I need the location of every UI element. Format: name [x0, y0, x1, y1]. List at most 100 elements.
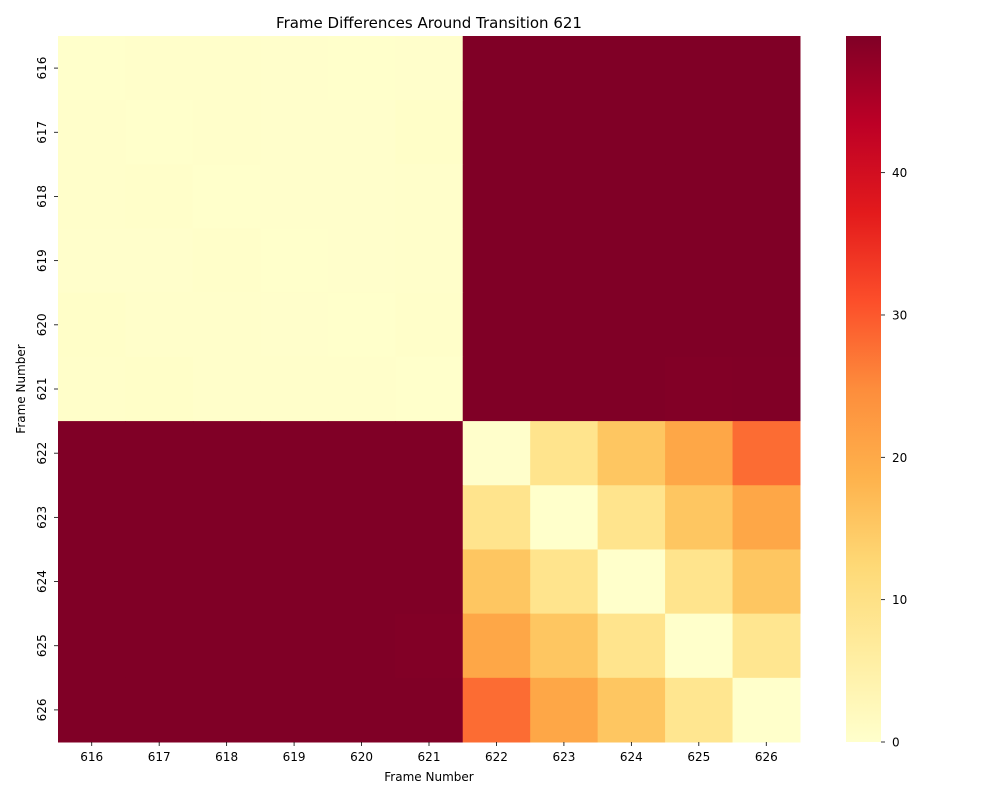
heatmap-cell	[530, 677, 599, 743]
heatmap-cell	[327, 421, 396, 486]
heatmap-cell	[58, 164, 126, 230]
heatmap-cell	[597, 421, 666, 486]
heatmap-cell	[260, 100, 329, 165]
heatmap-cell	[732, 677, 801, 743]
heatmap-cell	[462, 613, 531, 679]
heatmap-cell	[597, 356, 666, 422]
x-axis-label: Frame Number	[384, 770, 473, 784]
heatmap-cell	[58, 36, 126, 101]
y-tick-label: 617	[35, 121, 49, 144]
heatmap-cell	[530, 356, 599, 422]
y-tick-label: 623	[35, 506, 49, 529]
heatmap-cell	[530, 485, 599, 550]
heatmap-cell	[732, 613, 801, 679]
colorbar-tick-label: 10	[892, 593, 907, 607]
heatmap-cell	[732, 421, 801, 486]
heatmap-cell	[597, 228, 666, 294]
y-tick-label: 625	[35, 634, 49, 657]
heatmap-cell	[327, 164, 396, 230]
x-tick-label: 624	[620, 750, 643, 764]
heatmap-cell	[125, 356, 194, 422]
y-tick-label: 621	[35, 378, 49, 401]
heatmap-cell	[395, 292, 464, 358]
heatmap-cell	[125, 677, 194, 743]
heatmap-cell	[530, 36, 599, 101]
heatmap-cell	[260, 36, 329, 101]
y-tick-label: 624	[35, 570, 49, 593]
heatmap-cell	[58, 613, 126, 679]
heatmap-cell	[462, 228, 531, 294]
heatmap-cell	[260, 292, 329, 358]
heatmap-cell	[395, 677, 464, 743]
heatmap-cell	[260, 613, 329, 679]
x-tick-label: 616	[80, 750, 103, 764]
heatmap-cell	[58, 677, 126, 743]
heatmap-cell	[597, 164, 666, 230]
y-tick-label: 619	[35, 249, 49, 272]
heatmap-cell	[462, 36, 531, 101]
heatmap-cell	[327, 228, 396, 294]
heatmap-cell	[665, 228, 734, 294]
heatmap-cell	[665, 292, 734, 358]
heatmap-cell	[260, 485, 329, 550]
y-axis-label: Frame Number	[14, 344, 28, 433]
heatmap-cell	[462, 100, 531, 165]
heatmap-cell	[530, 549, 599, 615]
heatmap-cell	[732, 356, 801, 422]
heatmap-cell	[597, 677, 666, 743]
colorbar-tick-label: 0	[892, 736, 900, 750]
heatmap-cell	[125, 549, 194, 615]
heatmap-cell	[665, 485, 734, 550]
x-tick-label: 622	[485, 750, 508, 764]
heatmap-cell	[192, 292, 261, 358]
colorbar-tick-label: 40	[892, 166, 907, 180]
y-tick-label: 616	[35, 57, 49, 80]
heatmap-cell	[462, 549, 531, 615]
heatmap-cell	[597, 36, 666, 101]
heatmap-cell	[597, 485, 666, 550]
heatmap-cell	[732, 100, 801, 165]
heatmap-cell	[58, 228, 126, 294]
heatmap-cell	[530, 228, 599, 294]
heatmap-cell	[125, 421, 194, 486]
heatmap-cell	[125, 613, 194, 679]
heatmap-cell	[665, 613, 734, 679]
heatmap-cell	[530, 164, 599, 230]
heatmap-cell	[192, 485, 261, 550]
x-tick-label: 626	[755, 750, 778, 764]
heatmap-cell	[260, 549, 329, 615]
heatmap-cell	[192, 549, 261, 615]
heatmap-cell	[462, 164, 531, 230]
heatmap-cell	[192, 613, 261, 679]
colorbar-ticks: 0 10 20 30 40	[881, 166, 907, 750]
heatmap-cell	[260, 228, 329, 294]
heatmap-cell	[395, 100, 464, 165]
heatmap-cell	[732, 228, 801, 294]
heatmap-cell	[665, 677, 734, 743]
heatmap-cell	[395, 164, 464, 230]
heatmap-cell	[192, 421, 261, 486]
heatmap-cell	[125, 36, 194, 101]
heatmap-cell	[58, 421, 126, 486]
heatmap-cell	[395, 356, 464, 422]
heatmap-cell	[665, 100, 734, 165]
heatmap-cell	[125, 164, 194, 230]
heatmap-cell	[395, 613, 464, 679]
x-axis-ticks: 616 617 618 619 620 621 622 623 624 625 626	[80, 742, 778, 764]
heatmap-cell	[665, 421, 734, 486]
heatmap-cell	[665, 164, 734, 230]
heatmap-cell	[462, 356, 531, 422]
x-tick-label: 619	[283, 750, 306, 764]
heatmap-cell	[462, 677, 531, 743]
heatmap-cell	[732, 549, 801, 615]
heatmap-cell	[125, 100, 194, 165]
x-tick-label: 617	[148, 750, 171, 764]
x-tick-label: 625	[687, 750, 710, 764]
x-tick-label: 623	[552, 750, 575, 764]
y-tick-label: 626	[35, 698, 49, 721]
heatmap-cell	[597, 549, 666, 615]
heatmap-cell	[395, 421, 464, 486]
heatmap-cell	[597, 613, 666, 679]
heatmap-cell	[327, 292, 396, 358]
heatmap-cell	[327, 613, 396, 679]
